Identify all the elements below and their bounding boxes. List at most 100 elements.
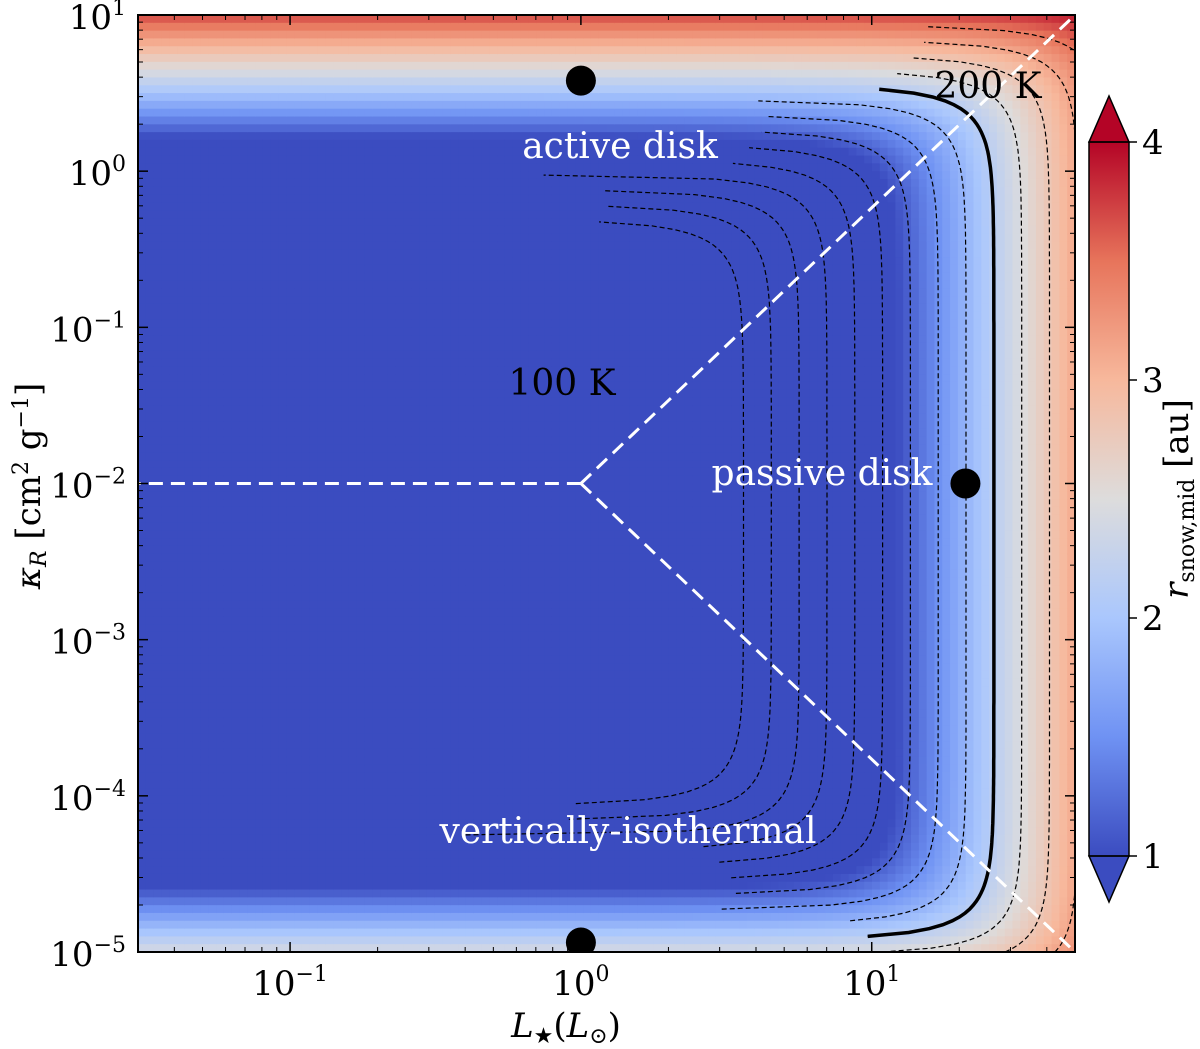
heatmap-cell	[372, 38, 381, 47]
heatmap-cell	[395, 866, 405, 875]
heatmap-cell	[223, 311, 233, 321]
heatmap-cell	[325, 944, 334, 952]
heatmap-cell	[325, 296, 334, 305]
heatmap-cell	[145, 54, 155, 63]
heatmap-cell	[325, 827, 334, 836]
heatmap-cell	[294, 241, 303, 250]
heatmap-cell	[200, 241, 209, 250]
heatmap-cell	[442, 467, 451, 477]
heatmap-cell	[317, 249, 326, 258]
heatmap-cell	[442, 233, 451, 243]
heatmap-cell	[395, 311, 405, 321]
heatmap-cell	[200, 944, 209, 952]
heatmap-cell	[208, 592, 217, 602]
heatmap-cell	[278, 381, 287, 391]
heatmap-cell	[341, 912, 350, 922]
heatmap-cell	[247, 748, 256, 758]
heatmap-cell	[301, 709, 311, 719]
heatmap-cell	[247, 631, 256, 641]
heatmap-cell	[356, 194, 366, 203]
heatmap-cell	[387, 912, 397, 922]
heatmap-cell	[286, 335, 295, 344]
heatmap-cell	[387, 108, 397, 118]
heatmap-cell	[138, 264, 147, 274]
heatmap-cell	[161, 577, 170, 586]
heatmap-cell	[348, 631, 358, 641]
heatmap-cell	[450, 678, 459, 688]
heatmap-cell	[294, 842, 303, 852]
heatmap-cell	[153, 709, 163, 719]
heatmap-cell	[325, 631, 334, 641]
heatmap-cell	[333, 647, 342, 656]
heatmap-cell	[200, 631, 209, 641]
heatmap-cell	[192, 873, 202, 883]
heatmap-cell	[372, 788, 381, 797]
heatmap-cell	[380, 38, 389, 47]
heatmap-cell	[419, 155, 428, 164]
heatmap-cell	[395, 171, 405, 180]
heatmap-cell	[333, 303, 342, 313]
heatmap-cell	[442, 30, 451, 40]
heatmap-cell	[411, 616, 420, 625]
heatmap-cell	[294, 319, 303, 328]
heatmap-cell	[177, 647, 186, 656]
heatmap-cell	[380, 218, 389, 227]
heatmap-cell	[239, 257, 248, 266]
heatmap-cell	[184, 241, 194, 250]
heatmap-cell	[239, 702, 248, 711]
heatmap-cell	[387, 22, 397, 32]
heatmap-cell	[286, 132, 295, 141]
heatmap-cell	[161, 569, 170, 578]
heatmap-cell	[403, 288, 412, 297]
heatmap-cell	[317, 655, 326, 664]
heatmap-cell	[161, 756, 170, 766]
heatmap-cell	[208, 873, 217, 883]
heatmap-cell	[255, 897, 264, 906]
heatmap-cell	[278, 194, 287, 203]
heatmap-cell	[270, 639, 280, 649]
heatmap-cell	[145, 491, 155, 500]
heatmap-cell	[395, 733, 405, 742]
heatmap-cell	[450, 342, 459, 352]
heatmap-cell	[395, 741, 405, 750]
heatmap-cell	[419, 54, 428, 63]
heatmap-cell	[411, 655, 420, 664]
heatmap-cell	[419, 210, 428, 219]
heatmap-cell	[161, 795, 170, 805]
heatmap-cell	[395, 69, 405, 79]
heatmap-cell	[341, 592, 350, 602]
heatmap-cell	[411, 577, 420, 586]
heatmap-cell	[255, 702, 264, 711]
heatmap-cell	[138, 163, 147, 172]
heatmap-cell	[223, 350, 233, 360]
heatmap-cell	[434, 413, 444, 422]
heatmap-cell	[348, 225, 358, 235]
heatmap-cell	[294, 569, 303, 578]
heatmap-cell	[458, 499, 467, 508]
heatmap-cell	[356, 811, 366, 820]
heatmap-cell	[145, 77, 155, 86]
heatmap-cell	[372, 881, 381, 891]
heatmap-cell	[403, 725, 412, 734]
heatmap-cell	[262, 600, 272, 610]
heatmap-cell	[356, 756, 366, 766]
heatmap-cell	[419, 85, 428, 94]
heatmap-cell	[161, 670, 170, 680]
heatmap-cell	[372, 748, 381, 758]
heatmap-cell	[145, 592, 155, 602]
heatmap-cell	[364, 702, 373, 711]
heatmap-cell	[278, 108, 287, 118]
heatmap-cell	[239, 132, 248, 141]
heatmap-cell	[395, 803, 405, 813]
heatmap-cell	[380, 249, 389, 258]
heatmap-cell	[208, 538, 217, 547]
heatmap-cell	[184, 467, 194, 477]
heatmap-cell	[317, 592, 326, 602]
heatmap-cell	[458, 506, 467, 516]
heatmap-cell	[286, 30, 295, 40]
heatmap-cell	[161, 288, 170, 297]
heatmap-cell	[278, 272, 287, 282]
heatmap-cell	[411, 944, 420, 952]
heatmap-cell	[161, 22, 170, 32]
heatmap-cell	[356, 85, 366, 94]
